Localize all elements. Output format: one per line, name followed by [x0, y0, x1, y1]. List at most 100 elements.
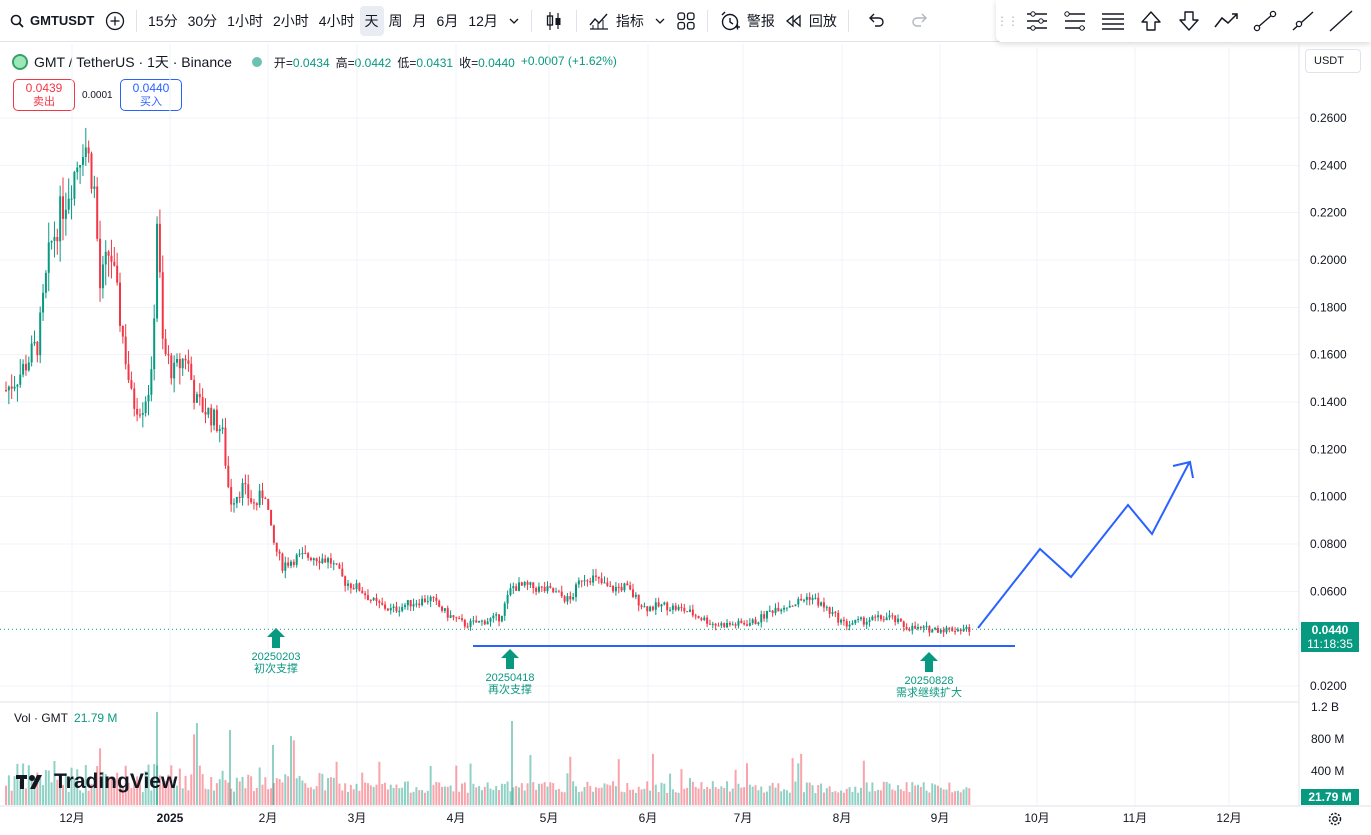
chart-settings-button[interactable] — [1324, 808, 1346, 830]
candle — [569, 591, 572, 604]
volume-bar — [233, 791, 235, 805]
candle — [187, 349, 190, 372]
text-lines-tool-button[interactable] — [1094, 2, 1132, 40]
candle — [441, 605, 444, 613]
path-tool-button[interactable] — [1208, 2, 1246, 40]
volume-bar — [942, 789, 945, 805]
candle-body — [252, 502, 255, 504]
candle — [475, 615, 478, 623]
redo-button[interactable] — [905, 6, 935, 36]
candle-body — [64, 209, 67, 219]
candle — [965, 624, 968, 632]
candle-body — [928, 626, 931, 633]
volume-bar — [597, 788, 600, 805]
indicators-dropdown[interactable] — [649, 6, 671, 36]
interval-1w[interactable]: 周 — [388, 12, 403, 29]
volume-bar — [580, 791, 583, 805]
interval-15m[interactable]: 15分 — [148, 12, 178, 29]
currency-selector[interactable]: USDT — [1305, 49, 1361, 73]
candle-body — [520, 582, 523, 586]
buy-button[interactable]: 0.0440 买入 — [120, 79, 182, 111]
volume-bar — [797, 763, 800, 805]
multi-line-tool-button[interactable] — [1018, 2, 1056, 40]
volume-bar — [347, 791, 349, 805]
volume-bar — [794, 781, 797, 805]
undo-button[interactable] — [861, 6, 891, 36]
candle — [865, 617, 868, 630]
chart-type-button[interactable] — [538, 6, 570, 36]
candle — [338, 562, 341, 570]
volume-bar — [449, 785, 452, 805]
volume-bar — [221, 770, 224, 805]
candle — [572, 592, 575, 601]
extended-line-tool-button[interactable] — [1322, 2, 1360, 40]
candle-body — [774, 607, 777, 613]
interval-1h[interactable]: 1小时 — [227, 12, 263, 29]
candle — [928, 625, 931, 637]
volume-bar — [441, 786, 444, 805]
interval-30m[interactable]: 30分 — [187, 12, 218, 29]
candle-body — [840, 619, 843, 623]
layouts-button[interactable] — [671, 6, 701, 36]
candle — [235, 496, 238, 509]
interval-2h[interactable]: 2小时 — [272, 12, 309, 29]
volume-bar — [327, 778, 330, 805]
symbol-search[interactable]: GMTUSDT — [0, 6, 100, 36]
interval-dropdown[interactable] — [503, 6, 525, 36]
volume-bar — [968, 788, 971, 805]
arrow-up-tool-button[interactable] — [1132, 2, 1170, 40]
volume-bar — [686, 787, 689, 805]
volume-bar — [694, 786, 697, 805]
volume-bar — [466, 792, 469, 805]
trend-line-tool-button[interactable] — [1246, 2, 1284, 40]
candle-body — [882, 619, 885, 621]
candle-body — [215, 409, 218, 432]
candle — [469, 618, 472, 631]
volume-bar — [227, 782, 230, 805]
time-axis-label: 7月 — [734, 811, 753, 825]
candle-body — [272, 525, 275, 543]
sell-button[interactable]: 0.0439 卖出 — [13, 79, 75, 111]
replay-button[interactable]: 回放 — [780, 6, 842, 36]
candle — [860, 616, 862, 622]
candle — [247, 474, 250, 506]
volume-bar — [822, 792, 825, 805]
interval-1d[interactable]: 天 — [359, 5, 384, 36]
candle-body — [694, 615, 697, 617]
volume-bar — [421, 790, 424, 805]
fib-channel-tool-button[interactable] — [1056, 2, 1094, 40]
drag-handle-icon[interactable]: ⋮⋮ — [996, 14, 1019, 28]
ray-tool-button[interactable] — [1284, 2, 1322, 40]
volume-bar — [734, 769, 737, 805]
candle — [626, 580, 629, 586]
interval-6m[interactable]: 6月 — [436, 12, 459, 29]
candle-body — [594, 575, 597, 577]
volume-bar — [720, 786, 723, 805]
candle — [221, 418, 224, 434]
chart-title[interactable]: GMT / TetherUS · 1天 · Binance — [34, 54, 232, 70]
interval-1m[interactable]: 月 — [412, 12, 427, 29]
tradingview-logo[interactable]: TradingView — [16, 770, 177, 794]
candle-body — [347, 583, 349, 586]
arrow-down-tool-button[interactable] — [1170, 2, 1208, 40]
candle-body — [577, 580, 580, 585]
candle — [287, 557, 290, 569]
volume-bar — [888, 783, 891, 805]
candle-body — [327, 558, 330, 563]
candle — [215, 405, 218, 433]
candle-body — [33, 341, 36, 344]
indicators-button[interactable]: 指标 — [583, 6, 649, 36]
interval-12m[interactable]: 12月 — [468, 12, 498, 29]
interval-4h[interactable]: 4小时 — [318, 12, 355, 29]
alert-button[interactable]: 警报 — [714, 6, 780, 36]
candle-body — [663, 602, 666, 605]
candle-body — [708, 623, 711, 625]
candle — [592, 569, 595, 586]
candle — [549, 582, 552, 589]
candle-body — [518, 582, 520, 591]
candle — [518, 577, 520, 592]
candle-body — [532, 582, 535, 589]
compare-symbol-button[interactable] — [100, 6, 130, 36]
volume-value: 21.79 M — [74, 711, 118, 725]
